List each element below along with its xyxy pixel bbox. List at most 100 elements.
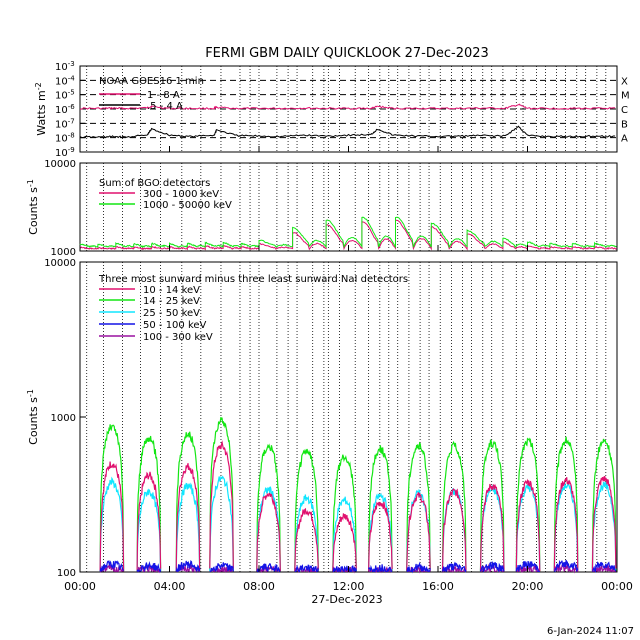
- goes-legend-label-1: 1 - 8 A: [147, 90, 180, 101]
- nai-series-line: [175, 431, 201, 572]
- nai-series-line: [332, 565, 357, 573]
- nai-series-line: [136, 488, 162, 572]
- nai-series-line: [591, 481, 617, 572]
- goes-y-tick-label: 10-6: [55, 103, 75, 116]
- bgo-panel: 10000 1000 Counts s-1 Sum of BGO detector…: [26, 159, 618, 258]
- nai-series-line: [553, 477, 579, 572]
- nai-series-line: [592, 561, 617, 574]
- nai-series-line: [591, 475, 617, 572]
- goes-y-ticks: 10-310-4 10-510-610-7 10-810-9: [55, 60, 85, 159]
- nai-legend-label-2: 14 - 25 keV: [143, 296, 200, 307]
- nai-series-line: [406, 561, 431, 574]
- nai-series-line: [441, 488, 467, 572]
- bgo-series: [79, 216, 618, 251]
- nai-series-line: [256, 492, 281, 572]
- nai-series-line: [209, 565, 234, 574]
- nai-y-tick-label: 10000: [44, 258, 76, 269]
- nai-series-line: [406, 492, 431, 572]
- nai-series-line: [515, 560, 540, 572]
- x-tick-label: 00:00: [64, 580, 96, 593]
- goes-series-line: [79, 125, 616, 139]
- goes-y-tick-label: 10-5: [55, 89, 75, 102]
- goes-y-tick-label: 10-9: [55, 146, 75, 159]
- x-tick-label: 20:00: [512, 580, 544, 593]
- footer-timestamp: 6-Jan-2024 11:07: [547, 626, 634, 637]
- nai-series-line: [332, 512, 357, 572]
- nai-series-line: [99, 461, 125, 572]
- nai-y-tick-label: 100: [57, 568, 76, 579]
- flare-class-label: B: [621, 119, 628, 130]
- nai-series-line: [175, 463, 201, 572]
- goes-y-tick-label: 10-7: [55, 117, 75, 130]
- goes-y-tick-label: 10-8: [55, 132, 75, 145]
- x-tick-label: 04:00: [154, 580, 186, 593]
- bgo-legend-title: Sum of BGO detectors: [99, 178, 210, 189]
- nai-y-ticks: 10000 1000 100: [44, 258, 86, 579]
- nai-series-line: [368, 492, 393, 571]
- flare-class-label: A: [621, 134, 628, 145]
- nai-legend-label-4: 50 - 100 keV: [143, 320, 207, 331]
- nai-series-line: [99, 476, 125, 572]
- nai-series-line: [441, 440, 467, 569]
- nai-series-line: [99, 559, 125, 572]
- nai-series-line: [209, 475, 234, 572]
- nai-series-line: [136, 471, 162, 571]
- nai-panel: 10000 1000 100 Counts s-1 Three most sunwa…: [26, 258, 618, 579]
- nai-series-line: [479, 485, 505, 572]
- bgo-y-axis-label: Counts s-1: [26, 179, 40, 235]
- nai-series-line: [209, 440, 234, 569]
- nai-series-line: [479, 560, 505, 573]
- x-tick-label: 12:00: [333, 580, 365, 593]
- nai-series-line: [209, 562, 234, 573]
- nai-series-line: [294, 564, 319, 572]
- nai-series-line: [136, 435, 162, 572]
- goes-y-tick-label: 10-3: [55, 60, 75, 73]
- nai-series-line: [553, 436, 579, 572]
- nai-series-line: [406, 489, 431, 572]
- goes-series: [79, 103, 616, 139]
- goes-y-tick-label: 10-4: [55, 74, 75, 87]
- bgo-legend-label-1: 300 - 1000 keV: [143, 189, 219, 200]
- goes-legend-title: NOAA GOES16 1 min: [99, 76, 204, 87]
- nai-series-line: [441, 561, 467, 573]
- nai-series-line: [515, 437, 541, 572]
- goes-y-axis-label: Watts m-2: [34, 82, 48, 135]
- nai-legend-label-1: 10 - 14 keV: [143, 285, 200, 296]
- nai-series-line: [553, 559, 579, 573]
- flare-class-label: X: [621, 76, 628, 87]
- nai-series-line: [175, 482, 201, 572]
- nai-series-line: [256, 443, 281, 572]
- bgo-series-line: [79, 216, 617, 249]
- goes-series-line: [79, 103, 616, 111]
- nai-series-line: [553, 482, 579, 572]
- figure-title: FERMI GBM DAILY QUICKLOOK 27-Dec-2023: [205, 46, 489, 61]
- x-tick-label: 00:00: [601, 580, 633, 593]
- nai-series-line: [294, 494, 319, 572]
- nai-legend-title: Three most sunward minus three least sun…: [98, 274, 408, 285]
- nai-series-line: [332, 454, 357, 572]
- nai-series-line: [368, 501, 393, 572]
- nai-series-line: [591, 438, 617, 572]
- goes-legend-label-2: .5 - 4 A: [147, 101, 183, 112]
- flare-class-label: C: [621, 105, 628, 116]
- nai-y-axis-label: Counts s-1: [26, 389, 40, 445]
- bgo-y-tick-label: 1000: [51, 247, 76, 258]
- nai-series-line: [368, 445, 393, 572]
- bgo-legend-label-2: 1000 - 50000 keV: [143, 200, 232, 211]
- nai-series-line: [515, 484, 541, 572]
- nai-series-line: [332, 496, 357, 572]
- nai-series-line: [99, 424, 125, 572]
- nai-series: [99, 417, 617, 574]
- nai-series-line: [515, 478, 541, 572]
- nai-series-line: [294, 448, 319, 572]
- nai-series-line: [406, 441, 431, 572]
- x-tick-label: 16:00: [422, 580, 454, 593]
- nai-series-line: [294, 507, 319, 572]
- bgo-y-tick-label: 10000: [44, 159, 76, 170]
- nai-series-line: [209, 417, 234, 571]
- bgo-y-ticks: 10000 1000: [44, 159, 86, 258]
- nai-series-line: [368, 564, 393, 573]
- nai-series-line: [136, 561, 162, 573]
